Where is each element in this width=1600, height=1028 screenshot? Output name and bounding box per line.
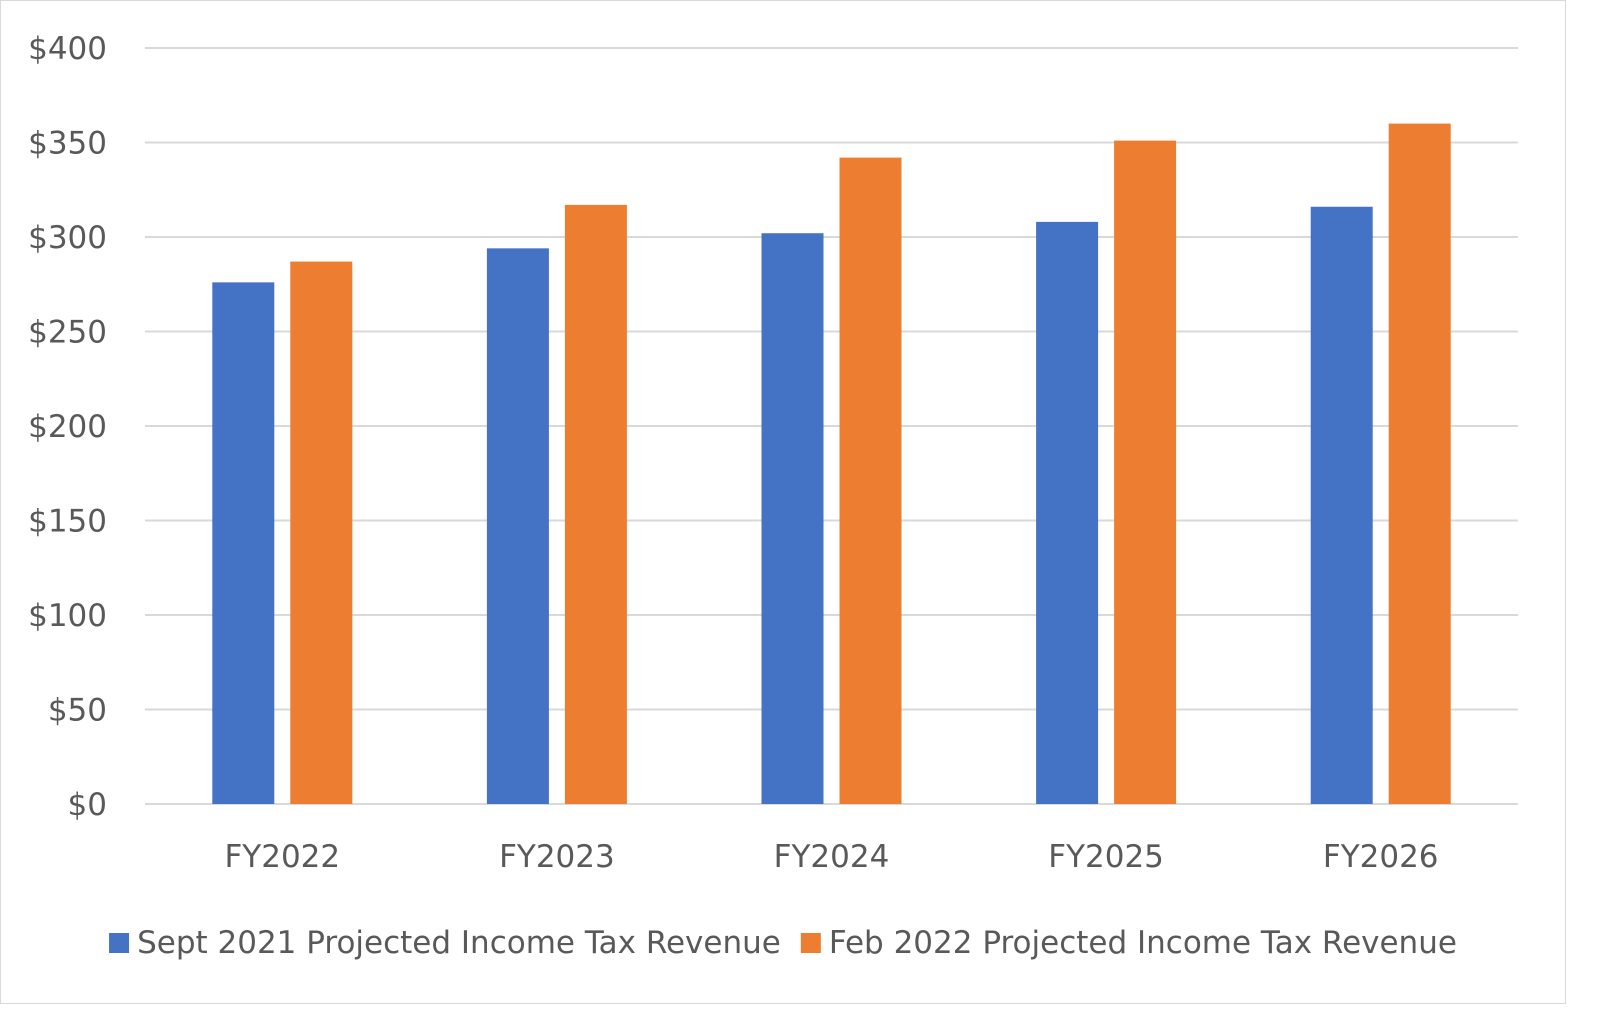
x-category-label: FY2023 [499,839,615,875]
bar-sept-2021-fy2023 [486,248,549,805]
bar-sept-2021-fy2024 [761,233,824,805]
legend-label: Feb 2022 Projected Income Tax Revenue [829,925,1457,961]
bar-feb-2022-fy2023 [564,204,627,804]
bar-sept-2021-fy2026 [1310,206,1373,804]
y-tick-label: $0 [68,787,107,823]
bar-feb-2022-fy2022 [290,261,353,804]
y-tick-label: $400 [28,31,107,67]
x-axis-category-labels: FY2022 FY2023 FY2024 FY2025 FY2026 [224,839,1438,875]
x-category-label: FY2022 [224,839,340,875]
y-tick-label: $250 [28,315,107,351]
bar-sept-2021-fy2025 [1036,221,1099,804]
bar-feb-2022-fy2024 [839,157,902,804]
legend-marker-feb-2022 [800,933,821,953]
gridlines [145,47,1518,805]
legend-marker-sept-2021 [109,933,130,953]
y-tick-label: $100 [28,598,107,634]
bar-feb-2022-fy2025 [1114,140,1177,805]
x-category-label: FY2026 [1323,839,1439,875]
y-tick-label: $150 [28,504,107,540]
bar-chart: $0 $50 $100 $150 $200 $250 $300 $350 $400 FY2022… [28,31,1518,961]
y-axis-tick-labels: $0 $50 $100 $150 $200 $250 $300 $350 $400 [28,31,107,823]
bar-sept-2021-fy2022 [212,282,275,804]
bar-feb-2022-fy2026 [1388,123,1451,805]
y-tick-label: $200 [28,409,107,445]
y-tick-label: $50 [48,693,107,729]
legend-label: Sept 2021 Projected Income Tax Revenue [137,925,781,961]
x-category-label: FY2024 [774,839,890,875]
legend: Sept 2021 Projected Income Tax Revenue Fe… [109,925,1457,961]
y-tick-label: $300 [28,220,107,256]
bars [212,123,1451,805]
y-tick-label: $350 [28,126,107,162]
x-category-label: FY2025 [1048,839,1164,875]
